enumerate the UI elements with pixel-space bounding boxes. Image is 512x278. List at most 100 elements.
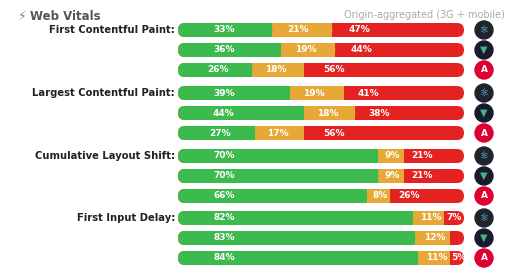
FancyBboxPatch shape [178,63,464,77]
FancyBboxPatch shape [178,63,304,77]
Text: 8%: 8% [373,192,388,200]
Text: 12%: 12% [424,234,445,242]
Text: 7%: 7% [446,214,462,222]
Text: First Contentful Paint:: First Contentful Paint: [49,25,175,35]
FancyBboxPatch shape [178,126,464,140]
Text: 11%: 11% [420,214,442,222]
Bar [409,231,415,245]
FancyBboxPatch shape [178,149,378,163]
Text: 5%: 5% [452,254,466,262]
Text: 18%: 18% [265,66,287,75]
Text: ⚡: ⚡ [18,10,27,23]
Text: 70%: 70% [213,172,234,180]
Text: A: A [480,128,487,138]
Text: 17%: 17% [267,128,289,138]
Text: A: A [480,254,487,262]
Text: 84%: 84% [213,254,234,262]
Bar [248,126,255,140]
Circle shape [475,229,493,247]
FancyBboxPatch shape [178,126,304,140]
FancyBboxPatch shape [178,169,404,183]
Bar [371,169,378,183]
Bar [406,211,413,225]
Bar [328,43,335,57]
Text: 66%: 66% [213,192,234,200]
Circle shape [475,187,493,205]
FancyBboxPatch shape [178,169,378,183]
Text: 26%: 26% [208,66,229,75]
FancyBboxPatch shape [178,149,404,163]
FancyBboxPatch shape [178,211,464,225]
Bar [437,211,444,225]
FancyBboxPatch shape [178,189,464,203]
Circle shape [475,61,493,79]
FancyBboxPatch shape [178,231,450,245]
Circle shape [475,84,493,102]
Bar [397,149,404,163]
Bar [283,86,290,100]
Text: 27%: 27% [209,128,230,138]
Text: 83%: 83% [213,234,234,242]
FancyBboxPatch shape [178,126,255,140]
Text: ⚛: ⚛ [480,213,488,223]
FancyBboxPatch shape [178,63,252,77]
Circle shape [475,249,493,267]
Text: 39%: 39% [213,88,234,98]
Text: 82%: 82% [213,214,234,222]
Bar [326,23,332,37]
Text: 41%: 41% [358,88,379,98]
FancyBboxPatch shape [178,106,355,120]
Text: 21%: 21% [287,26,309,34]
Text: 11%: 11% [426,254,447,262]
Circle shape [475,147,493,165]
FancyBboxPatch shape [178,211,413,225]
Text: 56%: 56% [323,128,345,138]
Text: 21%: 21% [411,152,433,160]
Circle shape [475,209,493,227]
Text: ⚛: ⚛ [480,151,488,161]
FancyBboxPatch shape [178,251,464,265]
FancyBboxPatch shape [178,86,290,100]
Text: First Input Delay:: First Input Delay: [77,213,175,223]
Text: 21%: 21% [411,172,433,180]
Text: Origin-aggregated (3G + mobile): Origin-aggregated (3G + mobile) [344,10,505,20]
Bar [371,149,378,163]
Bar [274,43,281,57]
Bar [397,169,404,183]
FancyBboxPatch shape [178,43,335,57]
FancyBboxPatch shape [178,23,332,37]
Text: Largest Contentful Paint:: Largest Contentful Paint: [32,88,175,98]
Text: ▼: ▼ [480,171,488,181]
FancyBboxPatch shape [178,106,304,120]
Bar [360,189,367,203]
FancyBboxPatch shape [178,43,281,57]
Text: 9%: 9% [385,152,400,160]
FancyBboxPatch shape [178,23,272,37]
Text: 44%: 44% [350,46,372,54]
FancyBboxPatch shape [178,211,444,225]
Text: ⚛: ⚛ [480,25,488,35]
Text: 38%: 38% [368,108,390,118]
Text: 33%: 33% [213,26,234,34]
Text: 9%: 9% [385,172,400,180]
Bar [297,106,304,120]
Text: ▼: ▼ [480,108,488,118]
Circle shape [475,124,493,142]
Bar [297,126,304,140]
Text: Cumulative Layout Shift:: Cumulative Layout Shift: [35,151,175,161]
Text: A: A [480,192,487,200]
Text: 44%: 44% [213,108,234,118]
FancyBboxPatch shape [178,189,390,203]
Bar [348,106,355,120]
Text: ▼: ▼ [480,45,488,55]
Bar [382,189,390,203]
Bar [443,251,450,265]
Text: Web Vitals: Web Vitals [30,10,101,23]
Text: 56%: 56% [323,66,345,75]
Text: A: A [480,66,487,75]
Text: 47%: 47% [349,26,370,34]
FancyBboxPatch shape [178,43,464,57]
FancyBboxPatch shape [178,149,464,163]
Circle shape [475,21,493,39]
FancyBboxPatch shape [178,86,464,100]
